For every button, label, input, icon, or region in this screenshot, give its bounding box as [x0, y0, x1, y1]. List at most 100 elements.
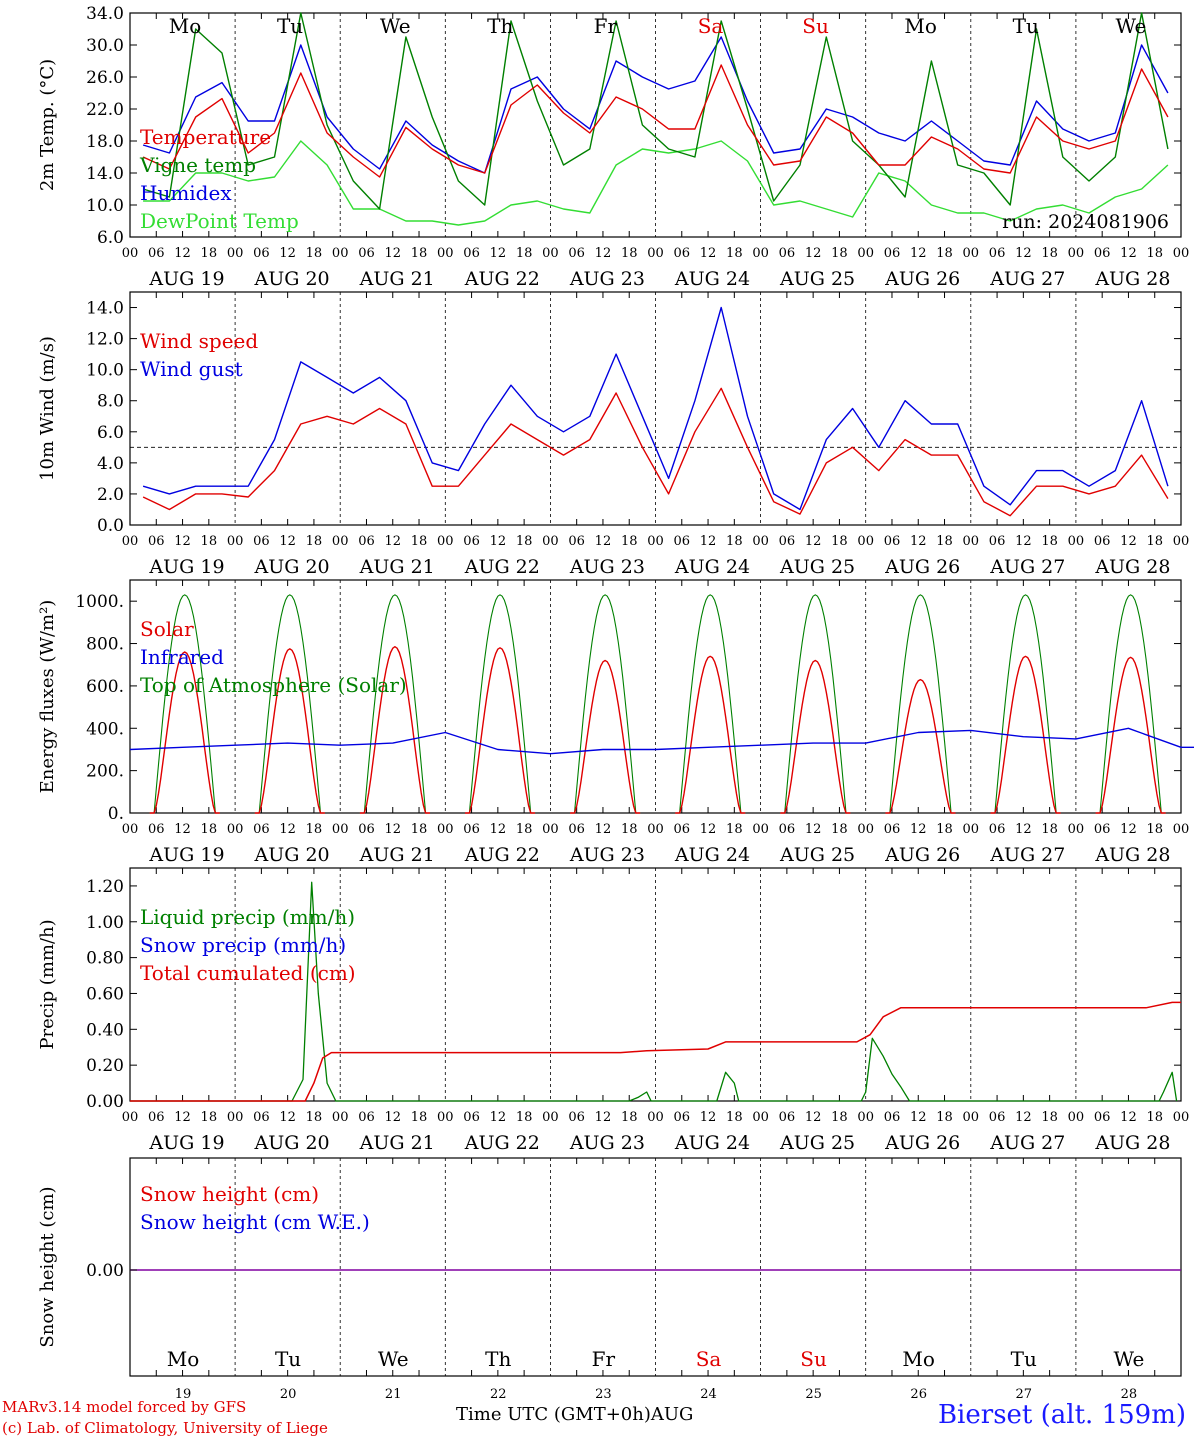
weekday-label-top: Mo — [904, 14, 937, 38]
precip-hour-label: 12 — [279, 1110, 296, 1125]
precip-date-label: AUG 24 — [674, 1132, 750, 1154]
energy-date-label: AUG 25 — [779, 844, 855, 866]
precip-hour-label: 06 — [674, 1110, 691, 1125]
temperature-hour-label: 18 — [306, 246, 323, 261]
energy-date-label: AUG 26 — [884, 844, 960, 866]
precip-hour-label: 00 — [437, 1110, 454, 1125]
precip-y-tick-label: 1.00 — [86, 913, 124, 933]
precip-date-label: AUG 20 — [254, 1132, 330, 1154]
temperature-y-tick-label: 18.0 — [86, 132, 124, 152]
precip-date-label: AUG 19 — [148, 1132, 224, 1154]
weekday-label-top: Mo — [169, 14, 202, 38]
weekday-label-bottom: Mo — [902, 1347, 935, 1371]
station-name: Bierset (alt. 159m) — [937, 1400, 1186, 1430]
precip-hour-label: 00 — [227, 1110, 244, 1125]
wind-hour-label: 00 — [332, 534, 349, 549]
toa-solar-curve — [885, 594, 956, 814]
temperature-y-tick-label: 10.0 — [86, 196, 124, 216]
wind-hour-label: 06 — [1094, 534, 1111, 549]
wind-y-tick-label: 2.0 — [97, 485, 124, 505]
snow-y-tick-label: 0.00 — [86, 1261, 124, 1281]
energy-hour-label: 00 — [1068, 822, 1085, 837]
wind-hour-label: 00 — [857, 534, 874, 549]
date-number-label: 25 — [805, 1387, 822, 1400]
energy-hour-label: 18 — [516, 822, 533, 837]
weekday-label-top: Tu — [277, 14, 303, 38]
wind-hour-label: 06 — [148, 534, 165, 549]
infrared-line — [129, 727, 1194, 755]
precip-hour-label: 12 — [384, 1110, 401, 1125]
wind-hour-label: 06 — [884, 534, 901, 549]
precip-y-tick-label: 0.40 — [86, 1020, 124, 1040]
weekday-label-top: Su — [802, 14, 829, 38]
temperature-date-label: AUG 26 — [884, 268, 960, 290]
toa-solar-curve — [675, 594, 746, 814]
energy-hour-label: 18 — [1041, 822, 1058, 837]
energy-hour-label: 06 — [568, 822, 585, 837]
temperature-hour-label: 18 — [936, 246, 953, 261]
energy-hour-label: 18 — [306, 822, 323, 837]
energy-hour-label: 00 — [1173, 822, 1190, 837]
wind-y-tick-label: 8.0 — [97, 392, 124, 412]
wind-hour-label: 06 — [779, 534, 796, 549]
energy-date-label: AUG 27 — [989, 844, 1065, 866]
energy-hour-label: 12 — [490, 822, 507, 837]
temperature-hour-label: 06 — [884, 246, 901, 261]
date-number-label: 23 — [595, 1387, 612, 1400]
temperature-date-label: AUG 22 — [464, 268, 540, 290]
energy-legend-0: Solar — [140, 617, 194, 641]
wind-date-label: AUG 28 — [1094, 556, 1170, 578]
energy-hour-label: 12 — [279, 822, 296, 837]
precip-hour-label: 06 — [253, 1110, 270, 1125]
precip-hour-label: 12 — [1015, 1110, 1032, 1125]
wind-hour-label: 00 — [1068, 534, 1085, 549]
precip-hour-label: 18 — [306, 1110, 323, 1125]
temperature-date-label: AUG 25 — [779, 268, 855, 290]
precip-y-tick-label: 0.20 — [86, 1056, 124, 1076]
weekday-label-top: We — [1116, 14, 1147, 38]
energy-hour-label: 00 — [857, 822, 874, 837]
toa-solar-curve — [570, 594, 641, 814]
temperature-y-tick-label: 26.0 — [86, 68, 124, 88]
energy-y-tick-label: 200. — [86, 762, 124, 782]
series-wind-speed-line — [142, 387, 1169, 517]
wind-hour-label: 12 — [1120, 534, 1137, 549]
temperature-hour-label: 12 — [174, 246, 191, 261]
energy-hour-label: 18 — [621, 822, 638, 837]
solar-curve — [1095, 656, 1166, 814]
energy-date-label: AUG 21 — [359, 844, 435, 866]
wind-hour-label: 06 — [358, 534, 375, 549]
weekday-label-bottom: We — [378, 1347, 409, 1371]
precip-hour-label: 18 — [516, 1110, 533, 1125]
wind-hour-label: 18 — [726, 534, 743, 549]
run-label: run: 2024081906 — [1002, 211, 1169, 233]
wind-hour-label: 12 — [279, 534, 296, 549]
precip-hour-label: 12 — [805, 1110, 822, 1125]
wind-hour-label: 12 — [174, 534, 191, 549]
toa-solar-curve — [990, 594, 1061, 814]
solar-curve — [149, 651, 220, 814]
precip-hour-label: 00 — [1068, 1110, 1085, 1125]
precip-hour-label: 18 — [1146, 1110, 1163, 1125]
precip-hour-label: 18 — [621, 1110, 638, 1125]
temperature-hour-label: 12 — [279, 246, 296, 261]
energy-hour-label: 00 — [122, 822, 139, 837]
weekday-label-bottom: Th — [485, 1347, 511, 1371]
wind-hour-label: 00 — [752, 534, 769, 549]
temperature-y-tick-label: 22.0 — [86, 100, 124, 120]
temperature-hour-label: 06 — [674, 246, 691, 261]
energy-hour-label: 06 — [884, 822, 901, 837]
weekday-label-top: Tu — [1013, 14, 1039, 38]
temperature-hour-label: 06 — [253, 246, 270, 261]
temperature-date-label: AUG 20 — [254, 268, 330, 290]
energy-hour-label: 12 — [1015, 822, 1032, 837]
energy-y-tick-label: 600. — [86, 677, 124, 697]
precip-hour-label: 12 — [910, 1110, 927, 1125]
energy-hour-label: 06 — [1094, 822, 1111, 837]
energy-hour-label: 12 — [595, 822, 612, 837]
date-number-label: 22 — [490, 1387, 507, 1400]
wind-y-tick-label: 14.0 — [86, 299, 124, 319]
precip-date-label: AUG 26 — [884, 1132, 960, 1154]
precip-hour-label: 06 — [463, 1110, 480, 1125]
series-humidex-line — [142, 36, 1169, 174]
